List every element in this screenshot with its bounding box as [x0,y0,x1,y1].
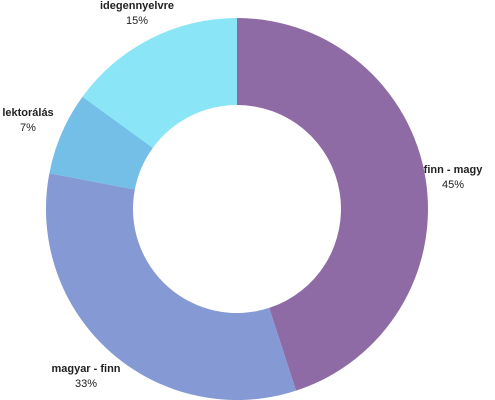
segment-label: idegennyelvre [100,0,174,12]
segment-value-label: 45% [442,179,464,191]
segment-value-label: 7% [20,122,36,134]
segment-value-label: 33% [75,378,97,390]
segment-label: finn - magy [424,164,484,176]
donut-segment [82,18,237,148]
donut-segment [49,96,153,190]
donut-segment [237,18,429,391]
segment-label: magyar - finn [51,363,120,375]
segment-value-label: 15% [126,15,148,27]
donut-segment [45,173,297,400]
segment-label: lektorálás [2,107,53,119]
